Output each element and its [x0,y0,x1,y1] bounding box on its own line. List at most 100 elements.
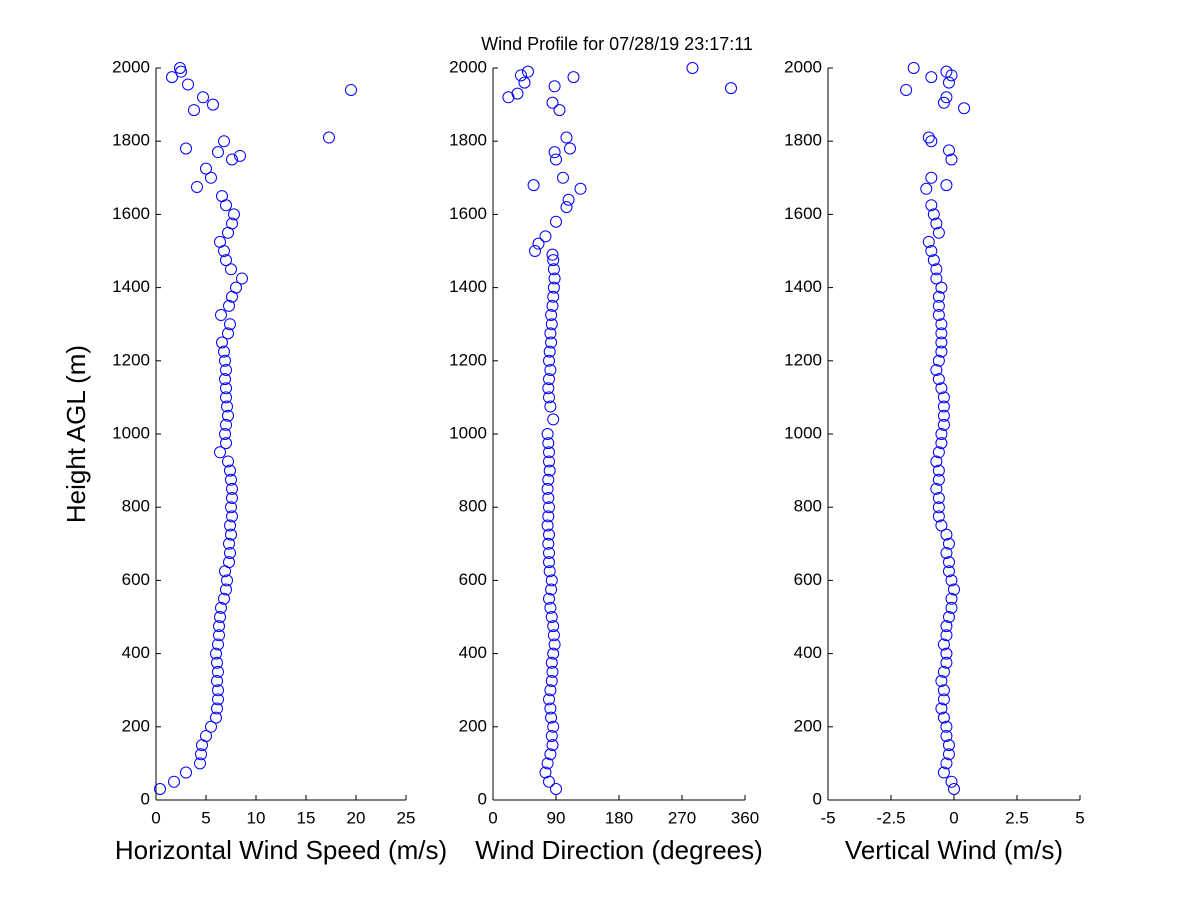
data-point [546,248,559,261]
data-point [547,290,560,303]
data-point [942,739,955,752]
data-point [937,418,950,431]
y-tick-label: 0 [141,789,150,808]
data-point [945,153,958,166]
data-point [564,142,576,155]
data-point [200,162,212,175]
data-point [345,83,357,96]
data-point [567,71,580,84]
data-point [937,766,950,779]
data-point [925,245,938,257]
data-point [168,775,180,788]
data-point [222,327,234,340]
data-point [930,263,943,276]
data-point [550,153,562,166]
y-tick-label: 2000 [112,57,150,76]
data-point [211,702,223,715]
figure-title: Wind Profile for 07/28/19 23:17:11 [481,34,753,54]
data-point [942,537,955,550]
data-point [214,611,226,623]
data-point [937,693,950,706]
data-point [226,510,238,523]
data-point [945,592,958,605]
data-point [932,354,945,367]
data-point [543,391,555,404]
data-point [212,684,224,697]
data-point [940,729,953,742]
data-point [543,592,555,605]
data-point [560,201,573,214]
x-axis-label: Vertical Wind (m/s) [845,835,1063,865]
data-point [945,601,958,614]
x-tick-label: 5 [1075,808,1084,827]
data-point [544,327,557,340]
x-tick-label: 5 [201,808,210,827]
y-tick-label: 0 [478,789,487,808]
data-point [542,537,555,550]
data-point [545,729,558,742]
data-point [543,464,556,477]
data-point [234,149,246,162]
data-point [218,592,230,605]
data-point [541,482,554,495]
data-point [545,611,558,623]
data-point [948,783,960,796]
data-point [236,272,248,285]
data-point [942,76,955,89]
x-tick-label: 10 [247,808,266,827]
data-point [547,413,560,426]
data-point [207,98,219,111]
data-point [214,446,226,459]
x-tick-label: 180 [605,808,633,827]
data-point [166,71,178,84]
y-tick-label: 1800 [112,131,150,150]
data-point [541,519,554,532]
data-point [205,171,217,184]
data-point [543,565,556,578]
data-point [226,482,238,495]
data-point [547,629,560,642]
data-point [544,363,557,376]
data-point [180,766,192,779]
data-point [935,318,948,331]
data-point [937,638,950,651]
data-point [925,135,938,148]
data-point [220,583,232,596]
data-point [942,748,955,761]
data-point [543,693,555,706]
y-tick-label: 600 [122,570,150,589]
data-point [940,528,953,541]
data-point [940,620,953,633]
data-point [205,720,217,733]
data-point [214,235,226,248]
data-point [212,638,224,651]
data-point [937,409,950,422]
data-point [935,519,948,532]
data-point [935,336,948,349]
data-point [547,263,560,276]
data-point [225,473,237,486]
data-point [544,684,557,697]
data-point [937,400,950,413]
data-point [932,309,945,322]
data-point [195,748,207,761]
data-point [557,171,569,184]
x-tick-label: -5 [820,808,835,827]
y-tick-label: 1000 [784,423,822,442]
y-tick-label: 0 [813,789,822,808]
data-point [543,501,555,514]
data-point [935,437,948,450]
data-point [932,501,945,514]
data-point [932,473,945,486]
data-point [547,647,560,660]
data-point [543,446,555,459]
data-point [935,702,948,715]
x-tick-label: 360 [731,808,759,827]
data-point [932,290,945,303]
data-point [922,131,935,144]
data-point [545,583,558,596]
data-point [529,245,541,257]
data-point [945,775,958,788]
data-point [922,235,935,248]
data-point [216,190,228,203]
